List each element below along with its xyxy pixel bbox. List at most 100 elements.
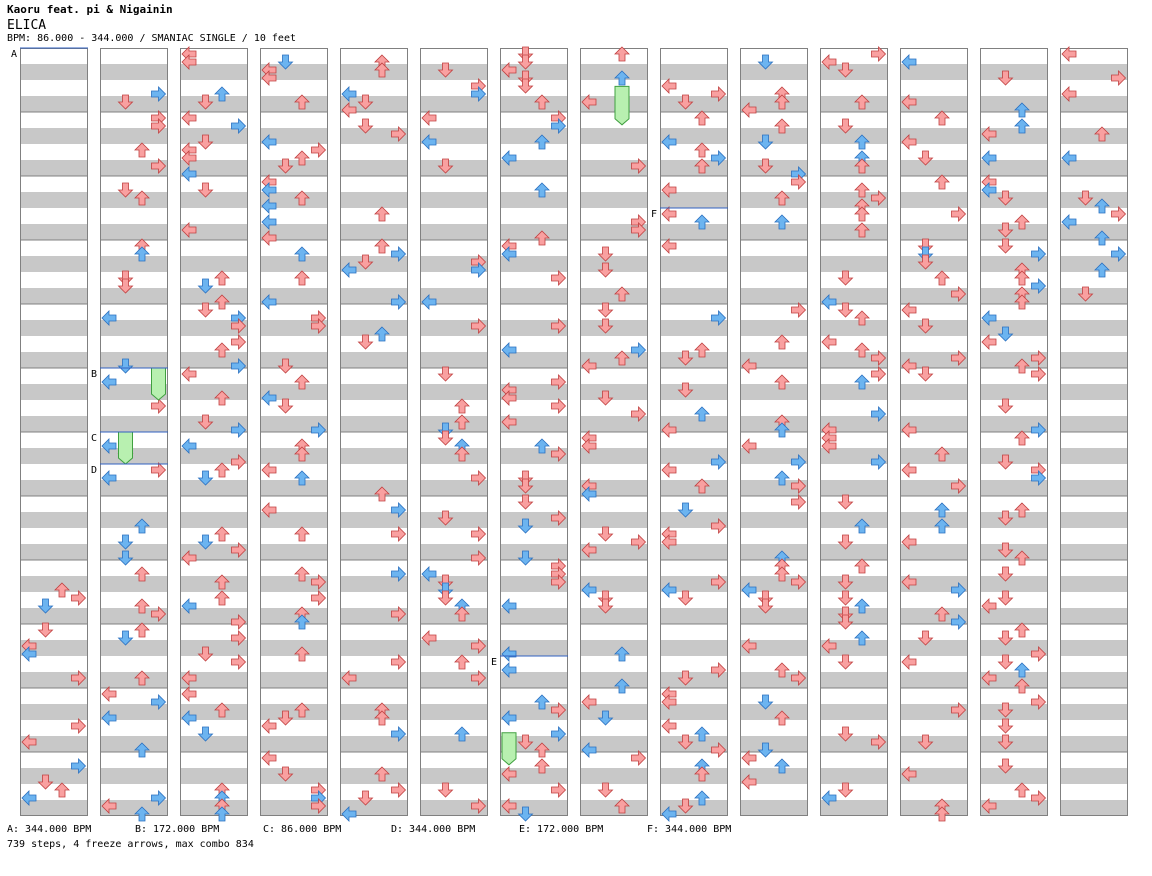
step-arrow	[837, 574, 854, 590]
step-arrow	[151, 694, 167, 710]
step-arrow	[791, 574, 807, 590]
note-group	[741, 54, 807, 790]
step-arrow	[471, 638, 487, 654]
step-arrow	[791, 454, 807, 470]
step-arrow	[421, 566, 437, 582]
step-arrow	[981, 126, 997, 142]
step-arrow	[694, 726, 710, 742]
step-arrow	[551, 702, 567, 718]
step-arrow	[677, 350, 694, 366]
step-arrow	[231, 422, 247, 438]
step-arrow	[1094, 198, 1110, 214]
step-arrow	[871, 190, 887, 206]
step-arrow	[261, 198, 277, 214]
step-arrow	[261, 294, 277, 310]
step-arrow	[677, 94, 694, 110]
step-arrow	[501, 646, 517, 662]
step-arrow	[997, 718, 1014, 734]
step-arrow	[117, 182, 134, 198]
step-arrow	[437, 510, 454, 526]
step-arrow	[501, 598, 517, 614]
step-arrow	[1031, 246, 1047, 262]
step-arrow	[997, 702, 1014, 718]
bpm-legend-item: F: 344.000 BPM	[647, 824, 732, 835]
chart-column	[20, 48, 88, 816]
step-arrow	[151, 118, 167, 134]
step-arrow	[534, 694, 550, 710]
step-arrow	[1061, 214, 1077, 230]
step-arrow	[774, 374, 790, 390]
step-arrow	[181, 366, 197, 382]
step-arrow	[214, 342, 230, 358]
step-arrow	[311, 318, 327, 334]
step-arrow	[757, 598, 774, 614]
step-arrow	[311, 798, 327, 814]
step-arrow	[181, 438, 197, 454]
step-arrow	[294, 526, 310, 542]
step-arrow	[871, 454, 887, 470]
step-arrow	[997, 222, 1014, 238]
step-arrow	[1014, 622, 1030, 638]
step-arrow	[774, 94, 790, 110]
step-arrow	[437, 422, 454, 438]
step-arrow	[997, 510, 1014, 526]
step-arrow	[151, 606, 167, 622]
step-arrow	[661, 718, 677, 734]
step-arrow	[661, 806, 677, 822]
step-arrow	[791, 478, 807, 494]
chart-column	[340, 48, 408, 816]
step-arrow	[791, 494, 807, 510]
step-arrow	[997, 454, 1014, 470]
step-arrow	[661, 462, 677, 478]
step-arrow	[231, 542, 247, 558]
freeze-arrow	[501, 732, 517, 766]
step-arrow	[501, 246, 517, 262]
step-arrow	[231, 118, 247, 134]
song-artist: Kaoru feat. pi & Nigainin	[7, 3, 173, 16]
step-arrow	[661, 182, 677, 198]
step-arrow	[614, 678, 630, 694]
step-arrow	[901, 422, 917, 438]
step-arrow	[677, 382, 694, 398]
step-arrow	[614, 46, 630, 62]
step-arrow	[631, 750, 647, 766]
step-arrow	[294, 470, 310, 486]
bpm-marker-label: A	[11, 49, 17, 60]
step-arrow	[837, 302, 854, 318]
step-arrow	[117, 270, 134, 286]
step-arrow	[357, 254, 374, 270]
step-arrow	[997, 734, 1014, 750]
step-arrow	[294, 270, 310, 286]
step-arrow	[981, 150, 997, 166]
step-arrow	[997, 566, 1014, 582]
step-arrow	[917, 734, 934, 750]
step-arrow	[197, 646, 214, 662]
step-arrow	[134, 742, 150, 758]
step-arrow	[821, 438, 837, 454]
step-arrow	[21, 790, 37, 806]
step-arrow	[694, 214, 710, 230]
note-group	[661, 78, 727, 822]
note-group	[581, 46, 647, 814]
step-arrow	[581, 742, 597, 758]
step-arrow	[374, 766, 390, 782]
step-arrow	[391, 502, 407, 518]
chart-column	[740, 48, 808, 816]
step-arrow	[181, 54, 197, 70]
step-arrow	[374, 238, 390, 254]
step-arrow	[471, 470, 487, 486]
step-arrow	[837, 782, 854, 798]
step-arrow	[1094, 230, 1110, 246]
step-arrow	[181, 598, 197, 614]
step-arrow	[517, 494, 534, 510]
step-arrow	[54, 582, 70, 598]
step-arrow	[1061, 150, 1077, 166]
step-arrow	[37, 622, 54, 638]
step-arrow	[261, 182, 277, 198]
step-arrow	[917, 630, 934, 646]
step-arrow	[551, 782, 567, 798]
step-arrow	[597, 318, 614, 334]
step-arrow	[181, 222, 197, 238]
step-arrow	[437, 62, 454, 78]
step-arrow	[214, 270, 230, 286]
